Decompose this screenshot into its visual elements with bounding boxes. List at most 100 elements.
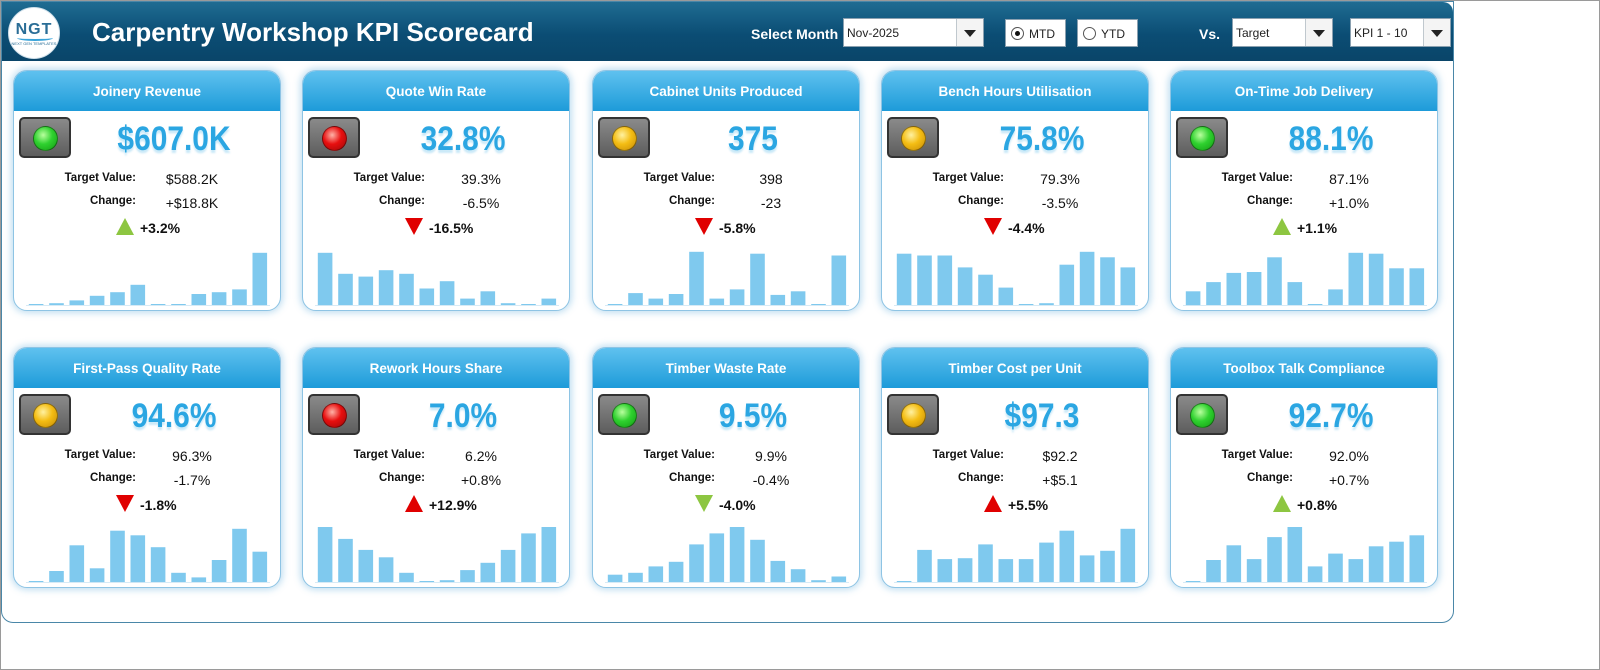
kpi-sparkline (28, 252, 268, 306)
kpi-value: $607.0K (117, 120, 231, 158)
target-value: 79.3% (1040, 171, 1080, 187)
sparkline-bar (1039, 303, 1054, 305)
sparkline-bar (957, 558, 973, 582)
radio-selected-icon[interactable] (1011, 27, 1024, 40)
sparkline-bar (419, 288, 435, 305)
traffic-light (887, 394, 939, 435)
target-label: Target Value: (643, 172, 715, 184)
sparkline-bar (439, 580, 455, 582)
chevron-down-icon[interactable] (956, 19, 983, 46)
change-percent: +3.2% (140, 220, 181, 236)
traffic-light (19, 117, 71, 158)
triangle-up-icon (1273, 495, 1291, 512)
status-light-icon (901, 126, 926, 151)
radio-unselected-icon[interactable] (1083, 27, 1096, 40)
triangle-down-icon (695, 218, 713, 235)
sparkline-bar (607, 574, 623, 582)
sparkline-bar (480, 562, 496, 583)
change-label: Change: (958, 195, 1004, 207)
mtd-radio[interactable]: MTD (1005, 19, 1066, 47)
kpi-card: Timber Cost per Unit $97.3 Target Value: $9… (881, 347, 1149, 588)
sparkline-bar (917, 255, 932, 305)
kpi-value: 92.7% (1288, 397, 1374, 435)
sparkline-baseline (605, 305, 849, 306)
select-month-label: Select Month (751, 26, 839, 42)
kpi-card-title: Bench Hours Utilisation (938, 84, 1092, 99)
chevron-down-icon[interactable] (1305, 19, 1332, 46)
target-value: 87.1% (1329, 171, 1369, 187)
target-label: Target Value: (64, 172, 136, 184)
sparkline-bar (480, 291, 496, 306)
ytd-radio[interactable]: YTD (1077, 19, 1138, 47)
sparkline-bar (28, 304, 44, 305)
sparkline-bar (1267, 257, 1282, 305)
kpi-card: Quote Win Rate 32.8% Target Value: 39.3% Cha… (302, 70, 570, 311)
triangle-down-icon (116, 495, 134, 512)
sparkline-bar (49, 571, 64, 582)
change-label: Change: (379, 195, 425, 207)
sparkline-bar (831, 576, 847, 582)
change-label: Change: (669, 472, 715, 484)
sparkline-bar (1100, 257, 1115, 305)
change-label: Change: (90, 472, 136, 484)
change-percent: +0.8% (1297, 497, 1338, 513)
month-dropdown[interactable]: Nov-2025 (843, 18, 984, 47)
change-label: Change: (669, 195, 715, 207)
kpi-value: 88.1% (1288, 120, 1374, 158)
kpi-value: 75.8% (999, 120, 1085, 158)
sparkline-bar (1039, 542, 1054, 582)
sparkline-bar (1226, 545, 1242, 582)
sparkline-bar (896, 253, 912, 305)
status-light-icon (1190, 126, 1215, 151)
sparkline-baseline (26, 582, 270, 583)
compare-dropdown[interactable]: Target (1232, 18, 1333, 47)
logo: NGT NEXT GEN TEMPLATES (8, 7, 60, 59)
sparkline-bar (541, 298, 557, 305)
sparkline-bar (49, 303, 64, 305)
sparkline-baseline (315, 305, 559, 306)
sparkline-bar (1246, 272, 1262, 305)
change-label: Change: (1247, 195, 1293, 207)
sparkline-bar (399, 273, 414, 305)
target-value: 6.2% (465, 448, 497, 464)
change-value: -3.5% (1041, 195, 1079, 211)
sparkline-bar (378, 270, 394, 305)
sparkline-baseline (894, 582, 1138, 583)
kpi-card-title: Cabinet Units Produced (649, 84, 803, 99)
kpi-card: Joinery Revenue $607.0K Target Value: $588.… (13, 70, 281, 311)
sparkline-bar (957, 267, 973, 305)
kpi-sparkline (1185, 527, 1425, 583)
kpi-card-header: On-Time Job Delivery (1171, 71, 1437, 111)
sparkline-bar (28, 581, 44, 582)
kpi-range-dropdown[interactable]: KPI 1 - 10 (1350, 18, 1451, 47)
change-label: Change: (90, 195, 136, 207)
kpi-card-title: Joinery Revenue (92, 84, 202, 99)
sparkline-bar (648, 298, 664, 305)
chevron-down-icon[interactable] (1423, 19, 1450, 46)
sparkline-bar (1409, 268, 1425, 305)
sparkline-baseline (315, 582, 559, 583)
kpi-card: Toolbox Talk Compliance 92.7% Target Value… (1170, 347, 1438, 588)
change-label: Change: (958, 472, 1004, 484)
sparkline-bar (790, 569, 806, 582)
status-light-icon (33, 126, 58, 151)
change-percent: -4.4% (1008, 220, 1045, 236)
traffic-light (308, 117, 360, 158)
kpi-sparkline (607, 527, 847, 582)
sparkline-bar (790, 291, 806, 306)
sparkline-bar (998, 287, 1014, 305)
change-label: Change: (379, 472, 425, 484)
sparkline-bar (1206, 282, 1221, 305)
sparkline-bar (317, 252, 333, 306)
sparkline-bar (171, 304, 186, 305)
triangle-down-icon (405, 218, 423, 235)
sparkline-bar (110, 292, 125, 305)
status-light-icon (322, 126, 347, 151)
kpi-card-title: First-Pass Quality Rate (73, 361, 221, 376)
sparkline-bar (399, 572, 414, 582)
kpi-card-title: Timber Waste Rate (665, 361, 787, 376)
sparkline-bar (1409, 535, 1425, 583)
sparkline-bar (232, 289, 247, 305)
sparkline-bar (69, 300, 85, 305)
sparkline-bar (460, 298, 475, 305)
